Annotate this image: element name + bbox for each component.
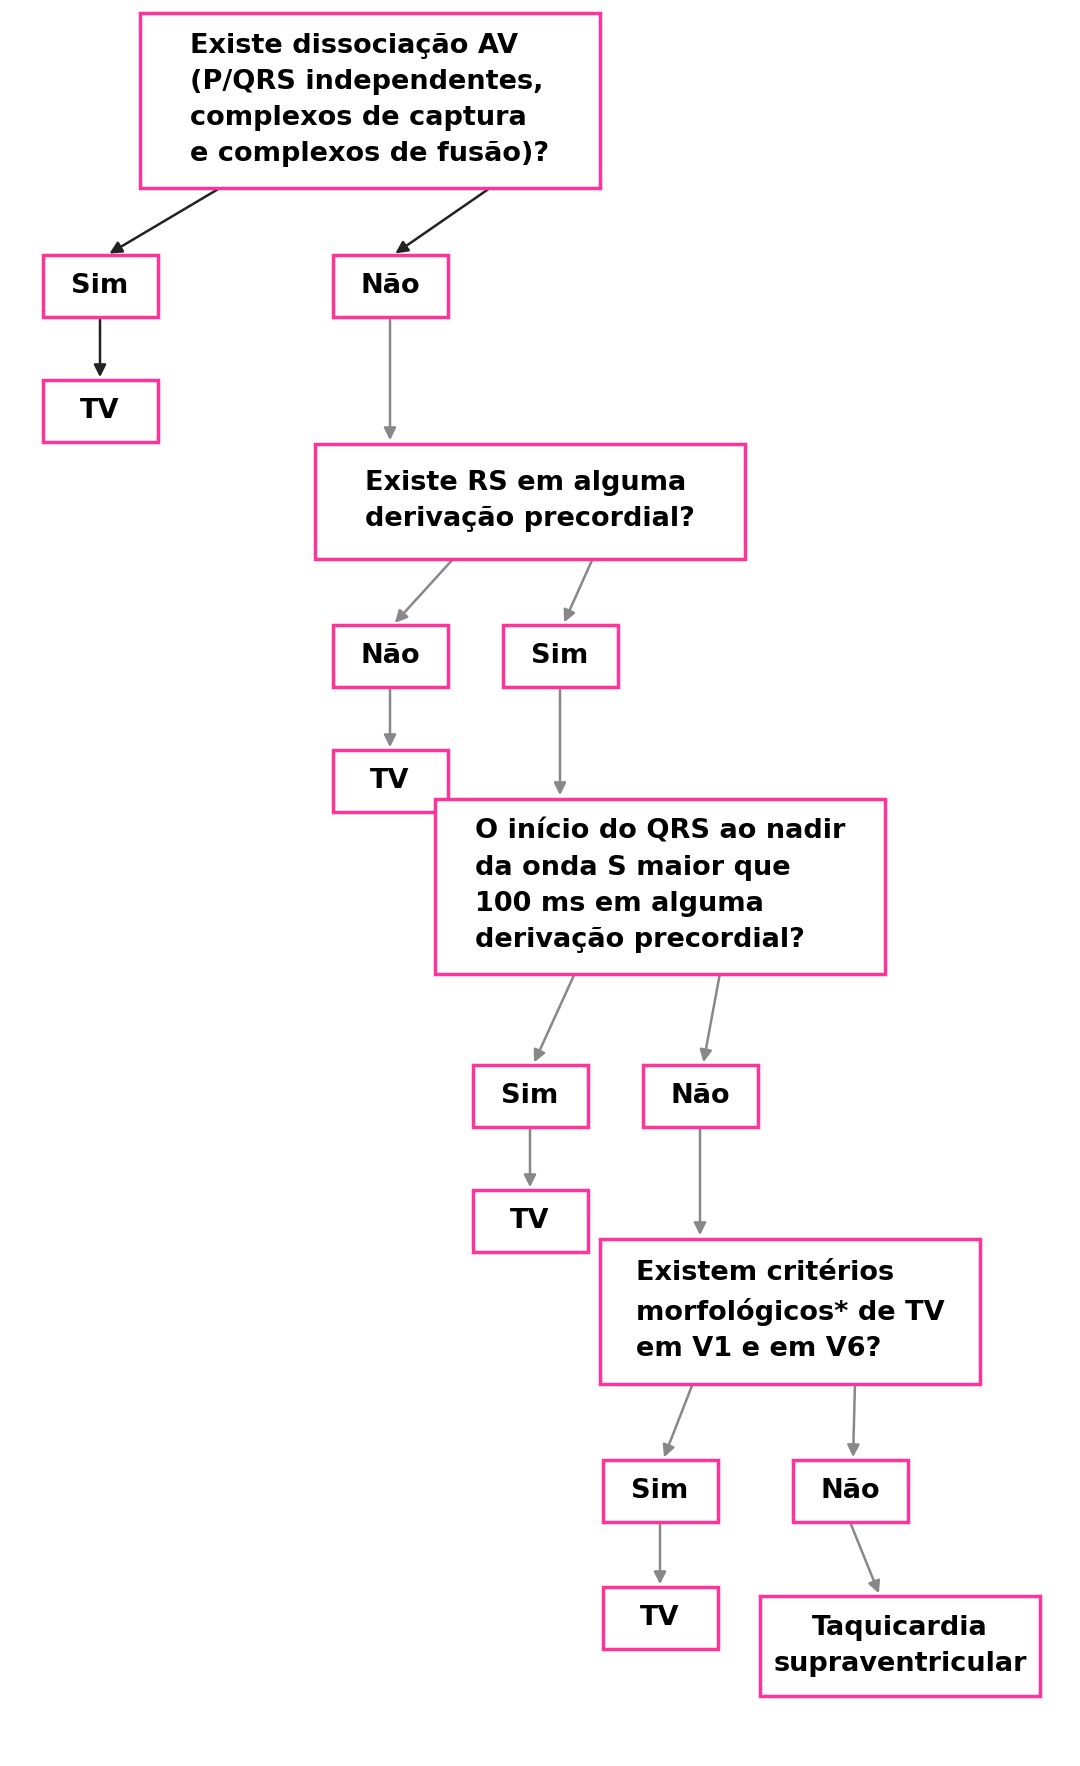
- FancyBboxPatch shape: [42, 380, 158, 442]
- Text: Existe dissociação AV
(P/QRS independentes,
complexos de captura
e complexos de : Existe dissociação AV (P/QRS independent…: [190, 34, 550, 168]
- FancyBboxPatch shape: [502, 625, 618, 687]
- Text: Existe RS em alguma
derivação precordial?: Existe RS em alguma derivação precordial…: [365, 470, 694, 532]
- FancyBboxPatch shape: [333, 254, 447, 318]
- FancyBboxPatch shape: [643, 1065, 757, 1127]
- Text: Não: Não: [671, 1083, 730, 1109]
- Text: TV: TV: [80, 397, 120, 424]
- FancyBboxPatch shape: [473, 1190, 588, 1252]
- Text: Sim: Sim: [531, 643, 589, 669]
- FancyBboxPatch shape: [603, 1588, 717, 1649]
- Text: Sim: Sim: [501, 1083, 558, 1109]
- Text: TV: TV: [370, 768, 409, 795]
- FancyBboxPatch shape: [603, 1460, 717, 1522]
- FancyBboxPatch shape: [600, 1238, 980, 1383]
- FancyBboxPatch shape: [760, 1596, 1040, 1695]
- FancyBboxPatch shape: [140, 12, 600, 187]
- FancyBboxPatch shape: [333, 625, 447, 687]
- Text: TV: TV: [510, 1208, 550, 1234]
- Text: O início do QRS ao nadir
da onda S maior que
100 ms em alguma
derivação precordi: O início do QRS ao nadir da onda S maior…: [475, 819, 846, 954]
- Text: Não: Não: [361, 643, 420, 669]
- Text: Sim: Sim: [71, 274, 129, 298]
- Text: Não: Não: [820, 1478, 880, 1505]
- FancyBboxPatch shape: [793, 1460, 907, 1522]
- Text: Taquicardia
supraventricular: Taquicardia supraventricular: [773, 1614, 1027, 1678]
- FancyBboxPatch shape: [333, 751, 447, 812]
- FancyBboxPatch shape: [315, 443, 745, 558]
- FancyBboxPatch shape: [473, 1065, 588, 1127]
- FancyBboxPatch shape: [435, 798, 885, 973]
- Text: TV: TV: [640, 1605, 679, 1632]
- Text: Sim: Sim: [632, 1478, 689, 1505]
- FancyBboxPatch shape: [42, 254, 158, 318]
- Text: Não: Não: [361, 274, 420, 298]
- Text: Existem critérios
morfológicos* de TV
em V1 e em V6?: Existem critérios morfológicos* de TV em…: [636, 1261, 944, 1362]
